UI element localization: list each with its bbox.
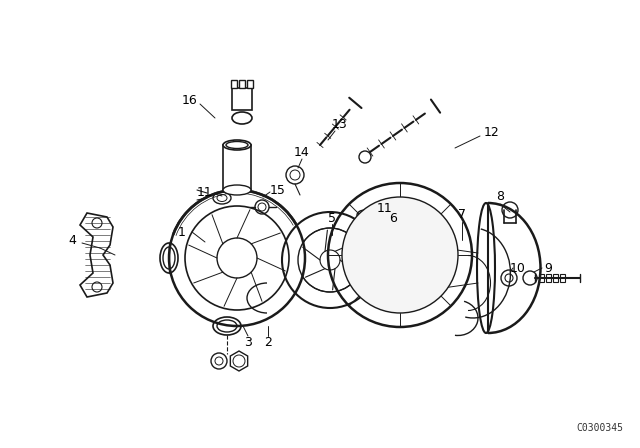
Text: 11: 11: [197, 185, 213, 198]
Bar: [539, 274, 544, 282]
Text: 1: 1: [178, 225, 186, 238]
Ellipse shape: [213, 317, 241, 335]
Text: 12: 12: [484, 126, 500, 139]
Text: 7: 7: [458, 208, 466, 221]
Text: 6: 6: [389, 211, 397, 224]
Text: C0300345: C0300345: [577, 423, 623, 433]
Text: 15: 15: [270, 184, 286, 197]
Text: 14: 14: [294, 146, 310, 159]
Bar: [560, 274, 565, 282]
Bar: [223, 145, 251, 190]
Text: 13: 13: [332, 119, 348, 132]
Text: 10: 10: [510, 262, 526, 275]
Text: 3: 3: [244, 336, 252, 349]
Bar: [553, 274, 558, 282]
Ellipse shape: [223, 140, 251, 150]
Circle shape: [342, 197, 458, 313]
Text: 2: 2: [264, 336, 272, 349]
Ellipse shape: [232, 112, 252, 124]
Bar: [232, 88, 252, 110]
Text: 9: 9: [544, 262, 552, 275]
Bar: [231, 80, 237, 88]
Ellipse shape: [223, 185, 251, 195]
Text: 4: 4: [68, 233, 76, 246]
Text: 16: 16: [182, 94, 198, 107]
Text: 8: 8: [496, 190, 504, 203]
Bar: [239, 80, 245, 88]
Text: 5: 5: [328, 211, 336, 224]
Bar: [546, 274, 551, 282]
Bar: [247, 80, 253, 88]
Text: 11: 11: [377, 202, 393, 215]
Ellipse shape: [160, 243, 178, 273]
